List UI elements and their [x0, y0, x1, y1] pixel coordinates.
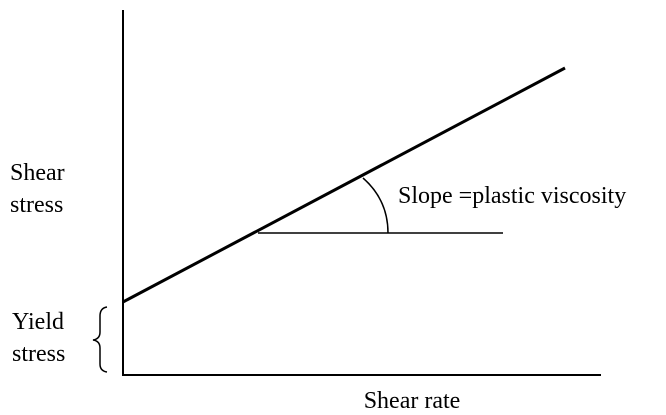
yield-brace [92, 306, 108, 373]
yield-label-line: Yield [12, 309, 64, 335]
y-axis-label-line: Shear [10, 160, 65, 186]
bingham-line [122, 66, 566, 304]
y-axis-label-line: stress [10, 192, 63, 218]
x-axis-label: Shear rate [364, 388, 461, 414]
yield-label-line: stress [12, 341, 65, 367]
slope-arc [362, 177, 389, 234]
slope-label: Slope =plastic viscosity [398, 183, 626, 209]
